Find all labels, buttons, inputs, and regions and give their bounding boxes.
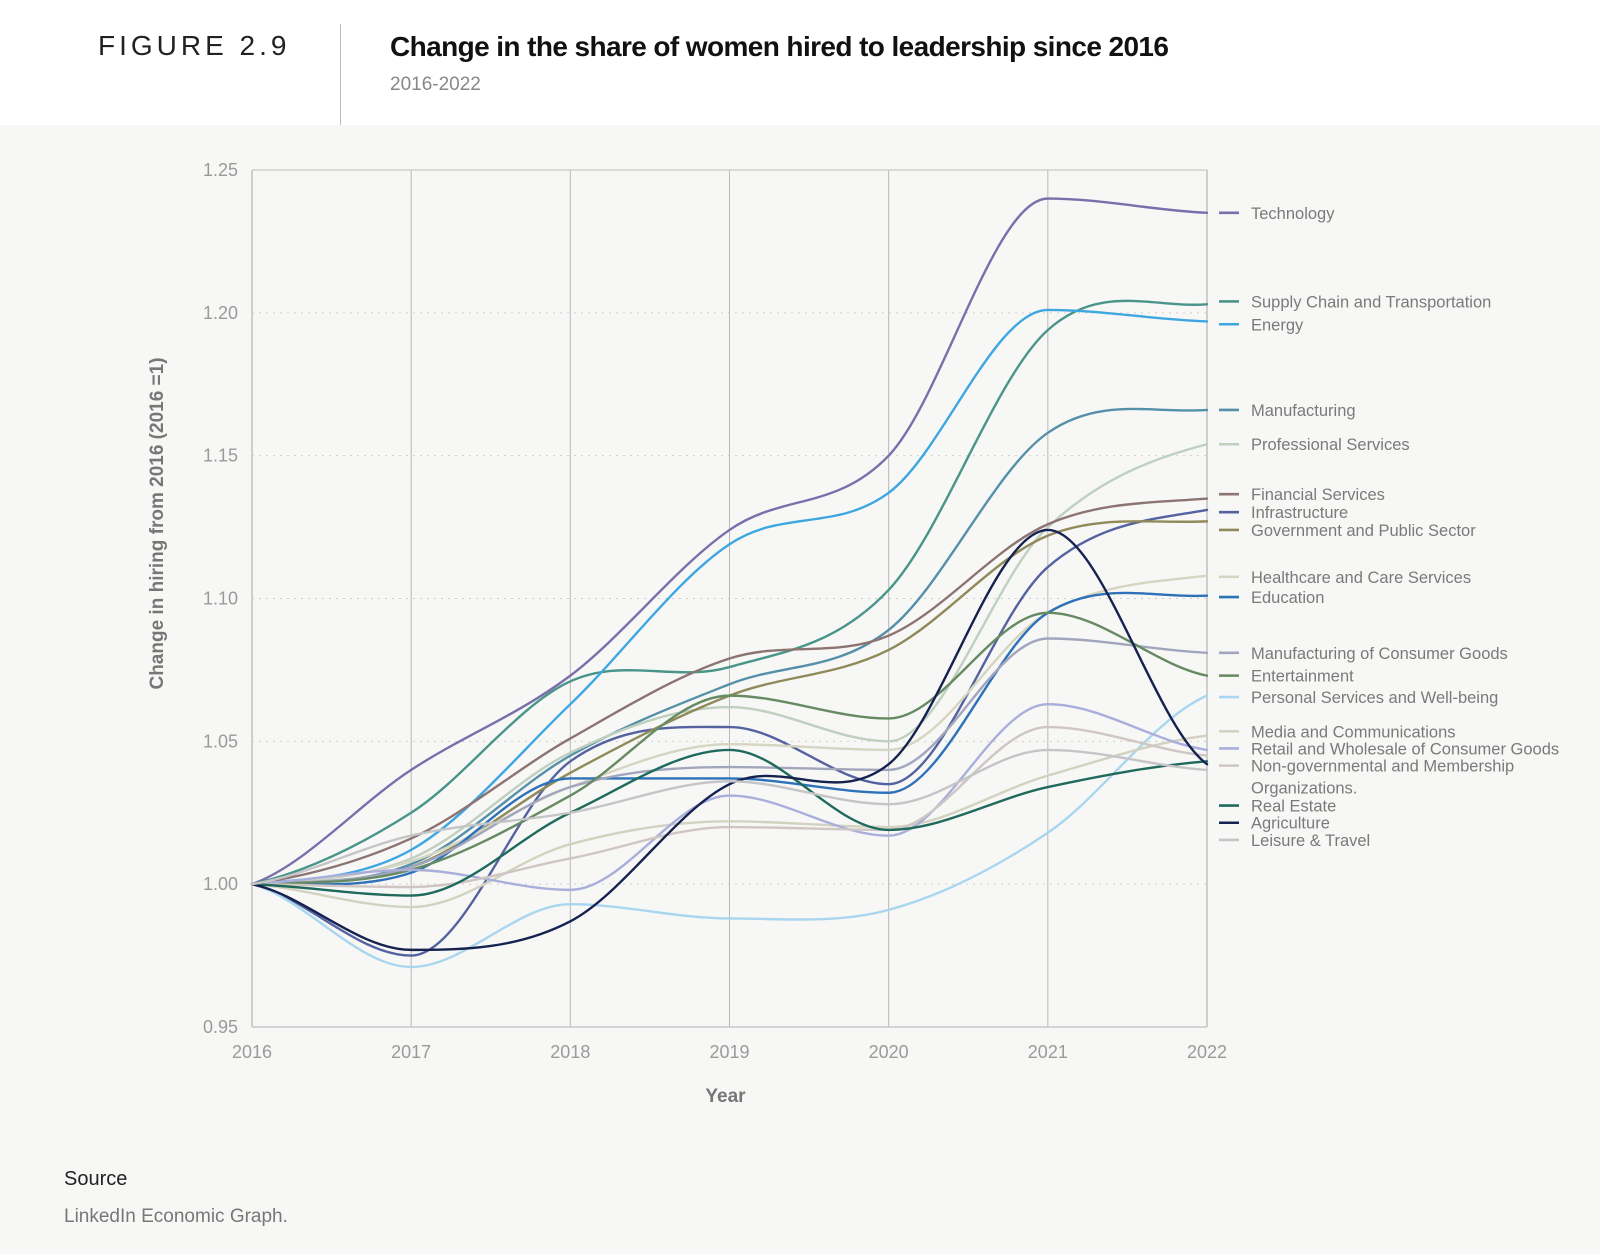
legend-item-professional-services: Professional Services bbox=[1219, 436, 1410, 454]
legend-label: Professional Services bbox=[1251, 436, 1410, 454]
x-tick-label: 2019 bbox=[709, 1042, 749, 1062]
source-label: Source bbox=[64, 1168, 128, 1190]
legend-item-infrastructure: Infrastructure bbox=[1219, 504, 1348, 522]
legend-item-personal-services-and-well-being: Personal Services and Well-being bbox=[1219, 689, 1498, 707]
y-axis-ticks: 0.95 1.00 1.05 1.10 1.15 1.20 1.25 bbox=[203, 160, 238, 1037]
figure-header: FIGURE 2.9 Change in the share of women … bbox=[0, 0, 1600, 125]
series-line-non-governmental-and-membership-organizations bbox=[250, 725, 1209, 889]
series-line-infrastructure bbox=[250, 508, 1209, 957]
legend-item-supply-chain-and-transportation: Supply Chain and Transportation bbox=[1219, 293, 1491, 311]
legend-label: Energy bbox=[1251, 316, 1304, 334]
legend-item-energy: Energy bbox=[1219, 316, 1304, 334]
series-line-manufacturing-of-consumer-goods bbox=[250, 637, 1209, 886]
legend: Technology Supply Chain and Transportatio… bbox=[1219, 205, 1559, 850]
series-line-energy bbox=[250, 308, 1209, 886]
x-tick-label: 2018 bbox=[550, 1042, 590, 1062]
legend-label: Government and Public Sector bbox=[1251, 522, 1476, 540]
legend-label: Agriculture bbox=[1251, 815, 1330, 833]
legend-label-line2: Organizations. bbox=[1251, 780, 1357, 798]
legend-label: Leisure & Travel bbox=[1251, 832, 1370, 850]
legend-item-non-governmental-and-membership: Non-governmental and Membership Organizat… bbox=[1219, 758, 1514, 798]
x-axis-title: Year bbox=[705, 1086, 746, 1107]
legend-label: Non-governmental and Membership bbox=[1251, 758, 1514, 776]
series-line-professional-services bbox=[250, 443, 1209, 886]
legend-label: Education bbox=[1251, 589, 1324, 607]
legend-item-healthcare-and-care-services: Healthcare and Care Services bbox=[1219, 569, 1471, 587]
series-line-financial-services bbox=[250, 497, 1209, 886]
series-line-leisure-travel bbox=[250, 748, 1209, 886]
legend-item-manufacturing-of-consumer-goods: Manufacturing of Consumer Goods bbox=[1219, 645, 1508, 663]
series-line-agriculture bbox=[250, 528, 1209, 952]
series-line-supply-chain-and-transportation bbox=[250, 299, 1209, 886]
legend-item-government-and-public-sector: Government and Public Sector bbox=[1219, 522, 1476, 540]
legend-item-financial-services: Financial Services bbox=[1219, 486, 1385, 504]
y-tick-label: 1.15 bbox=[203, 446, 238, 466]
chart-title: Change in the share of women hired to le… bbox=[390, 31, 1169, 62]
x-axis-ticks: 2016 2017 2018 2019 2020 2021 2022 bbox=[232, 1042, 1227, 1062]
legend-label: Technology bbox=[1251, 205, 1335, 223]
line-chart: 0.951.001.051.101.151.201.25 2016 2017 201… bbox=[147, 160, 1559, 1107]
legend-item-leisure-travel: Leisure & Travel bbox=[1219, 832, 1370, 850]
figure-label: FIGURE 2.9 bbox=[98, 30, 291, 61]
source-text: LinkedIn Economic Graph. bbox=[64, 1206, 288, 1227]
x-tick-label: 2021 bbox=[1028, 1042, 1068, 1062]
y-tick-label: 1.25 bbox=[203, 160, 238, 180]
series-line-retail-and-wholesale-of-consumer-goods bbox=[250, 702, 1209, 892]
grid bbox=[251, 169, 1208, 1028]
y-axis-title: Change in hiring from 2016 (2016 =1) bbox=[147, 357, 168, 689]
legend-item-education: Education bbox=[1219, 589, 1324, 607]
x-tick-label: 2016 bbox=[232, 1042, 272, 1062]
legend-label: Media and Communications bbox=[1251, 723, 1456, 741]
legend-item-technology: Technology bbox=[1219, 205, 1335, 223]
legend-item-manufacturing: Manufacturing bbox=[1219, 402, 1356, 420]
series-line-manufacturing bbox=[250, 407, 1209, 886]
legend-label: Healthcare and Care Services bbox=[1251, 569, 1471, 587]
series-line-media-and-communications bbox=[250, 734, 1209, 909]
header-divider bbox=[340, 24, 341, 125]
legend-label: Manufacturing of Consumer Goods bbox=[1251, 645, 1508, 663]
x-tick-label: 2020 bbox=[869, 1042, 909, 1062]
legend-label: Manufacturing bbox=[1251, 402, 1356, 420]
legend-label: Entertainment bbox=[1251, 668, 1354, 686]
y-tick-label: 0.95 bbox=[203, 1017, 238, 1037]
series-line-technology bbox=[250, 197, 1209, 886]
legend-item-retail-and-wholesale-of-consumer-goods: Retail and Wholesale of Consumer Goods bbox=[1219, 740, 1559, 758]
chart-subtitle: 2016-2022 bbox=[390, 74, 481, 95]
y-tick-label: 1.10 bbox=[203, 589, 238, 609]
legend-label: Infrastructure bbox=[1251, 504, 1348, 522]
x-tick-label: 2022 bbox=[1187, 1042, 1227, 1062]
legend-item-real-estate: Real Estate bbox=[1219, 798, 1336, 816]
legend-label: Retail and Wholesale of Consumer Goods bbox=[1251, 740, 1559, 758]
series-line-real-estate bbox=[250, 748, 1209, 897]
x-tick-label: 2017 bbox=[391, 1042, 431, 1062]
legend-label: Supply Chain and Transportation bbox=[1251, 293, 1491, 311]
legend-label: Personal Services and Well-being bbox=[1251, 689, 1498, 707]
series-lines bbox=[250, 197, 1209, 969]
legend-item-entertainment: Entertainment bbox=[1219, 668, 1354, 686]
series-line-personal-services-and-well-being bbox=[250, 694, 1209, 969]
legend-label: Real Estate bbox=[1251, 798, 1336, 816]
y-tick-label: 1.00 bbox=[203, 874, 238, 894]
legend-label: Financial Services bbox=[1251, 486, 1385, 504]
legend-item-media-and-communications: Media and Communications bbox=[1219, 723, 1456, 741]
y-tick-label: 1.05 bbox=[203, 731, 238, 751]
legend-item-agriculture: Agriculture bbox=[1219, 815, 1330, 833]
y-tick-label: 1.20 bbox=[203, 303, 238, 323]
